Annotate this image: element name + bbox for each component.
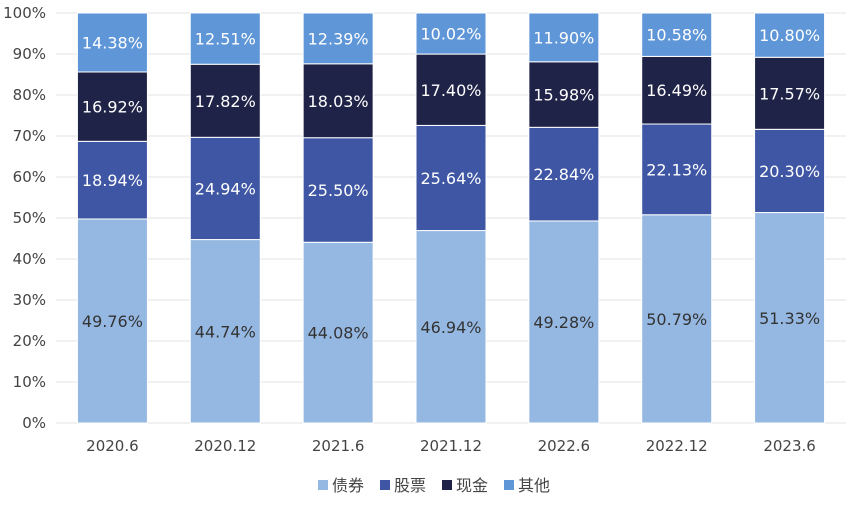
data-label: 22.13% (646, 160, 707, 179)
bar-segment (415, 12, 487, 55)
bar-segment (189, 12, 261, 65)
bar-segment (302, 63, 374, 139)
data-label: 25.64% (420, 169, 481, 188)
data-label: 17.40% (420, 81, 481, 100)
bar-segment (641, 123, 713, 216)
data-label: 15.98% (533, 86, 594, 105)
y-tick-label: 60% (13, 168, 46, 186)
data-label: 44.08% (308, 324, 369, 343)
data-label: 22.84% (533, 165, 594, 184)
legend-label: 其他 (518, 476, 550, 495)
data-label: 18.94% (82, 171, 143, 190)
data-label: 24.94% (195, 179, 256, 198)
y-tick-label: 70% (13, 127, 46, 145)
y-tick-label: 30% (13, 291, 46, 309)
x-tick-label: 2020.12 (194, 437, 256, 455)
data-label: 49.76% (82, 312, 143, 331)
bar-segment (528, 220, 600, 424)
y-tick-label: 90% (13, 45, 46, 63)
bar-segment (189, 239, 261, 424)
bar-segment (641, 214, 713, 424)
legend-swatch (504, 480, 514, 490)
data-label: 16.49% (646, 81, 707, 100)
data-label: 16.92% (82, 98, 143, 117)
x-tick-label: 2021.12 (420, 437, 482, 455)
bar-segment (76, 218, 148, 424)
legend-swatch (318, 480, 328, 490)
data-label: 10.58% (646, 26, 707, 45)
bar-segment (302, 241, 374, 424)
data-label: 49.28% (533, 313, 594, 332)
data-label: 17.82% (195, 92, 256, 111)
data-label: 12.39% (308, 29, 369, 48)
legend-swatch (442, 480, 452, 490)
bar-segment (76, 12, 148, 73)
bar-segment (528, 126, 600, 222)
y-tick-label: 0% (22, 414, 46, 432)
y-tick-label: 50% (13, 209, 46, 227)
bar-segment (528, 61, 600, 128)
bar-segment (754, 212, 826, 424)
data-label: 44.74% (195, 322, 256, 341)
bar-segment (528, 12, 600, 63)
bar-segment (754, 56, 826, 130)
x-tick-label: 2023.6 (763, 437, 816, 455)
data-label: 46.94% (420, 318, 481, 337)
legend-swatch (380, 480, 390, 490)
data-labels: 49.76% 18.94% 16.92% 14.38% 44.74% 24.94% 17.8… (82, 25, 820, 343)
data-label: 11.90% (533, 28, 594, 47)
bars (76, 12, 826, 424)
data-label: 10.02% (420, 25, 481, 44)
bar-segment (76, 140, 148, 220)
legend-label: 债券 (332, 476, 364, 495)
bar-segment (415, 53, 487, 126)
legend: 债券 股票 现金 其他 (318, 476, 550, 495)
data-label: 25.50% (308, 181, 369, 200)
y-tick-label: 10% (13, 373, 46, 391)
y-tick-label: 20% (13, 332, 46, 350)
x-tick-label: 2022.6 (538, 437, 591, 455)
y-axis-ticks: 0% 10% 20% 30% 40% 50% 60% 70% 80% 90% 100% (3, 4, 46, 432)
data-label: 12.51% (195, 30, 256, 49)
x-tick-label: 2022.12 (646, 437, 708, 455)
data-label: 18.03% (308, 92, 369, 111)
bar-segment (641, 12, 713, 57)
data-label: 20.30% (759, 162, 820, 181)
bar-segment (754, 12, 826, 58)
bar-segment (302, 12, 374, 65)
data-label: 51.33% (759, 309, 820, 328)
legend-label: 股票 (394, 476, 426, 495)
y-tick-label: 40% (13, 250, 46, 268)
bar-segment (302, 137, 374, 243)
data-label: 10.80% (759, 26, 820, 45)
bar-segment (415, 230, 487, 424)
y-tick-label: 100% (3, 4, 46, 22)
bar-segment (76, 71, 148, 142)
data-label: 50.79% (646, 310, 707, 329)
data-label: 17.57% (759, 84, 820, 103)
bar-segment (641, 55, 713, 125)
x-axis-ticks: 2020.6 2020.12 2021.6 2021.12 2022.6 2022.12 2… (86, 437, 816, 455)
data-label: 14.38% (82, 33, 143, 52)
x-tick-label: 2020.6 (86, 437, 139, 455)
x-tick-label: 2021.6 (312, 437, 365, 455)
y-tick-label: 80% (13, 86, 46, 104)
legend-label: 现金 (456, 476, 488, 495)
